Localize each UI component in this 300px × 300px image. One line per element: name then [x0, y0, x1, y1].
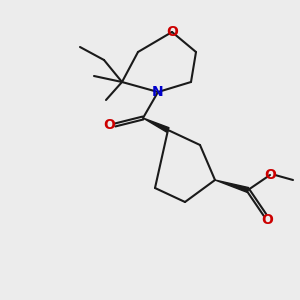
Text: O: O: [264, 168, 276, 182]
Polygon shape: [215, 180, 249, 192]
Text: O: O: [103, 118, 115, 132]
Text: N: N: [152, 85, 164, 99]
Text: O: O: [166, 25, 178, 39]
Polygon shape: [143, 118, 169, 132]
Text: O: O: [261, 213, 273, 227]
